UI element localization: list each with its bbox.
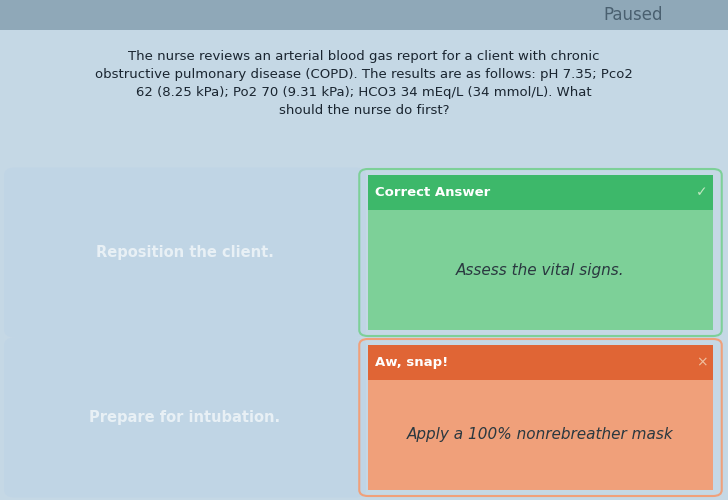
Text: Paused: Paused [604,6,663,24]
Text: Correct Answer: Correct Answer [375,186,491,199]
FancyBboxPatch shape [368,380,713,490]
Text: should the nurse do first?: should the nurse do first? [279,104,449,117]
FancyBboxPatch shape [368,210,713,330]
FancyBboxPatch shape [0,0,728,30]
Text: Aw, snap!: Aw, snap! [375,356,448,369]
FancyBboxPatch shape [368,345,713,380]
FancyBboxPatch shape [4,338,366,498]
Text: ×: × [696,356,708,370]
FancyBboxPatch shape [4,168,366,338]
Text: 62 (8.25 kPa); Po2 70 (9.31 kPa); HCO3 34 mEq/L (34 mmol/L). What: 62 (8.25 kPa); Po2 70 (9.31 kPa); HCO3 3… [136,86,592,99]
Text: Prepare for intubation.: Prepare for intubation. [90,410,280,425]
Text: Apply a 100% nonrebreather mask: Apply a 100% nonrebreather mask [407,428,674,442]
FancyBboxPatch shape [368,175,713,210]
Text: Reposition the client.: Reposition the client. [96,245,274,260]
Text: Assess the vital signs.: Assess the vital signs. [456,262,625,278]
Text: obstructive pulmonary disease (COPD). The results are as follows: pH 7.35; Pco2: obstructive pulmonary disease (COPD). Th… [95,68,633,81]
Text: ✓: ✓ [696,186,708,200]
Text: The nurse reviews an arterial blood gas report for a client with chronic: The nurse reviews an arterial blood gas … [128,50,600,63]
